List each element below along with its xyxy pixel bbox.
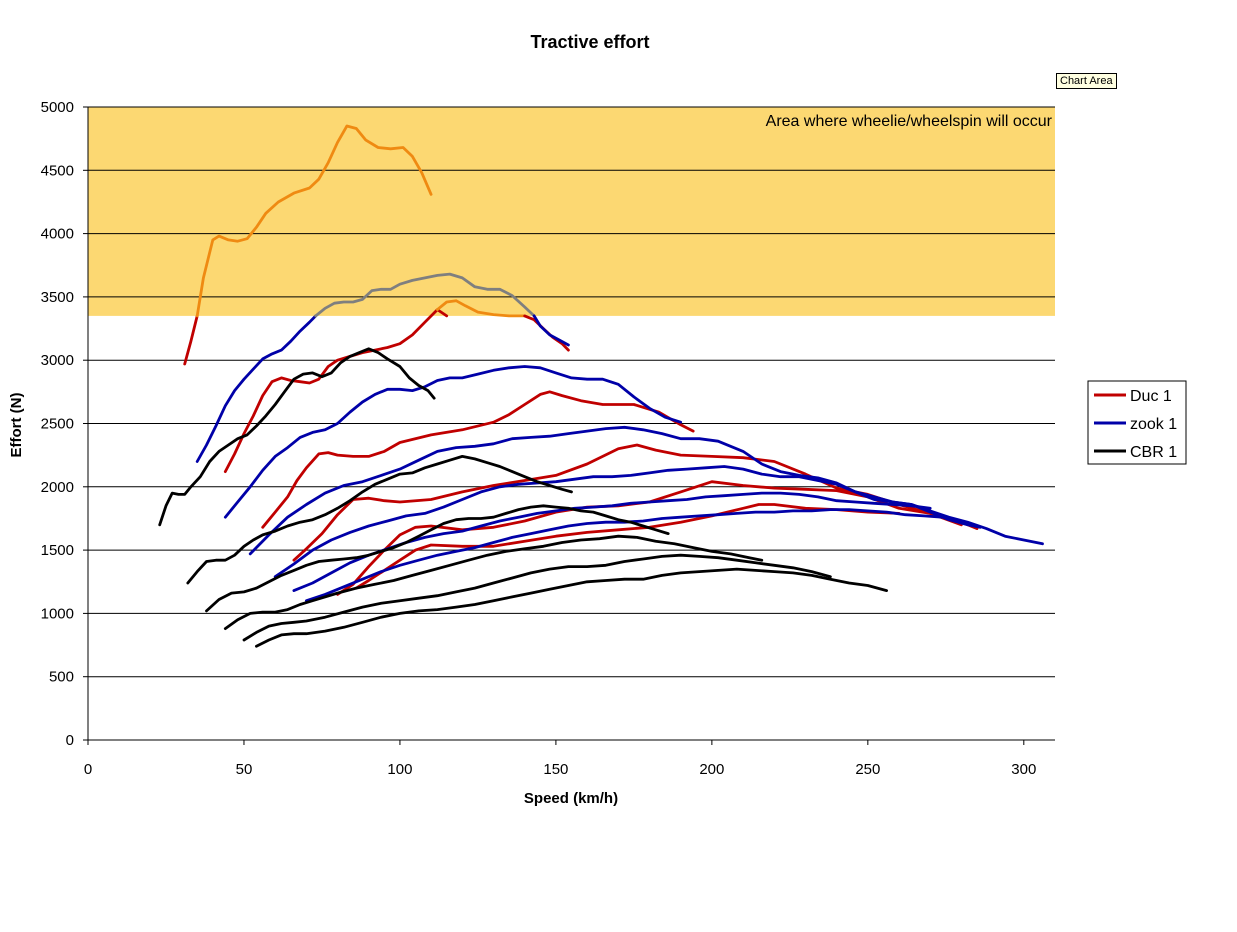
x-tick-label-1: 50 (236, 761, 253, 778)
series-line-cbr-1-20[interactable] (223, 534, 764, 630)
series-line-duc-1-5[interactable] (261, 390, 695, 529)
series-line-duc-1-1[interactable] (195, 124, 433, 318)
y-tick-label-5: 2500 (41, 416, 74, 433)
series-line-zook-1-15[interactable] (292, 491, 932, 592)
series-line-cbr-1-21[interactable] (242, 553, 832, 642)
x-axis-title: Speed (km/h) (524, 790, 618, 807)
x-tick-label-0: 0 (84, 761, 92, 778)
x-tick-label-2: 100 (387, 761, 412, 778)
chart-title: Tractive effort (530, 32, 649, 52)
series-line-cbr-1-19[interactable] (205, 504, 670, 613)
y-tick-label-1: 500 (49, 669, 74, 686)
series-line-duc-1-0[interactable] (183, 314, 199, 366)
series-line-zook-1-10[interactable] (314, 272, 536, 318)
series-line-zook-1-9[interactable] (195, 314, 318, 463)
legend-label-duc-1: Duc 1 (1130, 388, 1172, 405)
y-tick-label-6: 3000 (41, 352, 74, 369)
x-tick-label-3: 150 (543, 761, 568, 778)
x-tick-label-5: 250 (855, 761, 880, 778)
y-tick-label-8: 4000 (41, 226, 74, 243)
series-line-duc-1-2[interactable] (223, 308, 449, 474)
y-tick-label-0: 0 (66, 732, 74, 749)
series-line-cbr-1-17[interactable] (158, 347, 436, 527)
series-line-zook-1-12[interactable] (223, 365, 683, 519)
legend-label-cbr-1: CBR 1 (1130, 444, 1177, 461)
legend[interactable]: Duc 1 zook 1 CBR 1 (1087, 380, 1187, 465)
x-tick-label-4: 200 (699, 761, 724, 778)
y-tick-label-3: 1500 (41, 542, 74, 559)
x-tick-label-6: 300 (1011, 761, 1036, 778)
series-line-zook-1-14[interactable] (273, 465, 982, 579)
series-line-duc-1-8[interactable] (354, 503, 901, 590)
y-axis-title: Effort (N) (8, 393, 25, 458)
series-line-duc-1-3[interactable] (435, 299, 527, 318)
y-tick-label-10: 5000 (41, 99, 74, 116)
wheelie-band (88, 107, 1055, 316)
y-tick-label-7: 3500 (41, 289, 74, 306)
legend-label-zook-1: zook 1 (1130, 416, 1177, 433)
plot-area[interactable]: Area where wheelie/wheelspin will occur 0… (41, 99, 1055, 778)
series-line-cbr-1-22[interactable] (254, 567, 888, 648)
band-label: Area where wheelie/wheelspin will occur (766, 113, 1053, 130)
y-tick-label-9: 4500 (41, 162, 74, 179)
series-line-cbr-1-18[interactable] (186, 454, 573, 585)
series-line-zook-1-16[interactable] (304, 508, 945, 603)
y-tick-label-4: 2000 (41, 479, 74, 496)
chart-area-tooltip: Chart Area (1056, 73, 1117, 89)
y-tick-label-2: 1000 (41, 605, 74, 622)
series-line-zook-1-11[interactable] (532, 314, 570, 347)
